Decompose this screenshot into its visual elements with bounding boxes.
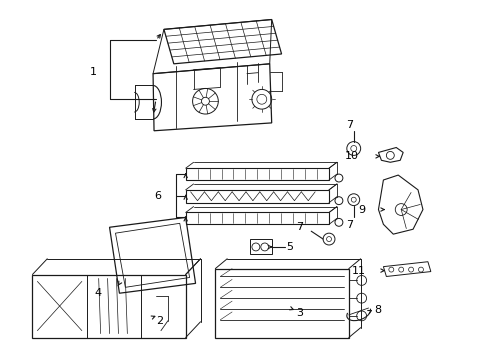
Text: 8: 8 (374, 305, 381, 315)
Text: 6: 6 (154, 191, 161, 201)
Text: 3: 3 (296, 308, 303, 318)
Text: 10: 10 (344, 151, 358, 161)
Text: 7: 7 (296, 222, 303, 232)
Text: 1: 1 (89, 67, 97, 77)
Text: 11: 11 (351, 266, 365, 276)
Text: 7: 7 (346, 120, 353, 130)
Text: 4: 4 (94, 288, 102, 298)
Text: 5: 5 (286, 242, 293, 252)
Text: 2: 2 (156, 316, 163, 326)
Bar (249, 239, 271, 254)
Text: 9: 9 (358, 204, 365, 215)
Text: 7: 7 (346, 220, 353, 230)
